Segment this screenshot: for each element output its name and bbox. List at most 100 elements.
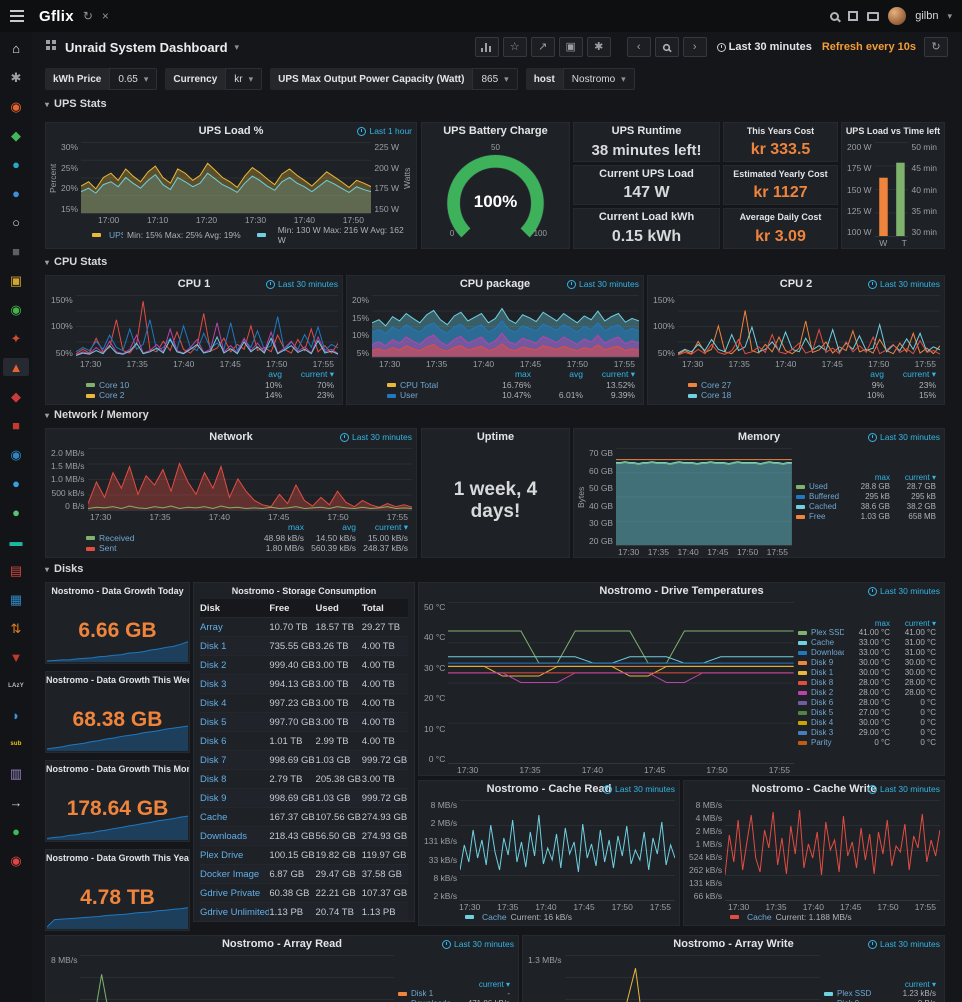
plot-area[interactable] [564, 955, 820, 1002]
disk-name[interactable]: Downloads [200, 830, 247, 842]
app-icon-red-diamond[interactable]: ◆ [3, 387, 29, 405]
plot-area[interactable] [874, 142, 909, 237]
app-icon-orange-ring[interactable]: ◉ [3, 97, 29, 115]
legend-alias[interactable]: Plex SSD [811, 627, 844, 637]
avatar[interactable] [888, 7, 907, 25]
legend-column-header[interactable]: max [874, 472, 890, 482]
disk-name[interactable]: Disk 1 [200, 640, 227, 652]
table-header[interactable]: Disk Free Used Total [200, 599, 408, 618]
legend-column-header[interactable]: max [874, 618, 890, 628]
row-network-memory[interactable]: ▾ Network / Memory [45, 409, 149, 421]
legend-column-header[interactable]: current ▾ [300, 368, 334, 379]
dashboard-title[interactable]: Unraid System Dashboard [65, 39, 228, 55]
panel-title[interactable]: Nostromo - Storage Consumption [231, 586, 377, 596]
panel-time-range[interactable]: Last 30 minutes [867, 432, 940, 442]
dashboard-settings-icon[interactable]: ✱ [586, 37, 611, 57]
legend-column-header[interactable]: avg [569, 368, 583, 379]
legend-column-header[interactable]: current ▾ [902, 368, 936, 379]
app-icon-orange-arrows[interactable]: ⇅ [3, 619, 29, 637]
zoom-out-icon[interactable] [654, 37, 679, 57]
app-icon-red-arrow[interactable]: ▼ [3, 648, 29, 666]
row-disks[interactable]: ▾ Disks [45, 563, 84, 575]
home-icon[interactable]: ⌂ [3, 39, 29, 57]
panel-title[interactable]: CPU package [459, 278, 531, 290]
app-icon-blue-drop[interactable]: ● [3, 474, 29, 492]
legend-alias[interactable]: Cache [482, 912, 507, 922]
legend-alias[interactable]: Core 10 [99, 379, 130, 390]
panel-title[interactable]: UPS Battery Charge [443, 125, 548, 137]
app-icon-green-ring[interactable]: ◉ [3, 300, 29, 318]
legend-alias[interactable]: Cache [747, 912, 772, 922]
legend-alias[interactable]: Downloads [411, 999, 454, 1002]
legend-column-header[interactable]: avg [342, 521, 356, 532]
legend-column-header[interactable]: avg [268, 368, 282, 379]
playlist-loop-icon[interactable]: ↻ [82, 9, 93, 23]
panel-title[interactable]: UPS Load vs Time left [845, 126, 941, 136]
panel-title[interactable]: CPU 1 [177, 278, 211, 290]
panel-title[interactable]: Memory [737, 431, 781, 443]
app-icon-red-ring[interactable]: ◉ [3, 851, 29, 869]
app-icon-red-star[interactable]: ✦ [3, 329, 29, 347]
share-icon[interactable]: ↗ [530, 37, 555, 57]
refresh-interval-button[interactable]: Refresh every 10s [821, 41, 916, 53]
legend-alias[interactable]: UPS Load [109, 230, 123, 240]
disk-name[interactable]: Disk 8 [200, 773, 227, 785]
panel-time-range[interactable]: Last 30 minutes [602, 784, 675, 794]
panel-time-range[interactable]: Last 1 hour [357, 126, 412, 136]
legend-column-header[interactable]: current ▾ [904, 472, 936, 482]
panel-title[interactable]: Nostromo - Data Growth This Month [46, 764, 189, 774]
panel-title[interactable]: This Years Cost [746, 126, 815, 136]
legend-alias[interactable]: Disk 2 [811, 687, 834, 697]
panel-title[interactable]: Estimated Yearly Cost [733, 169, 828, 179]
panel-title[interactable]: Current UPS Load [599, 168, 694, 180]
panel-title[interactable]: Nostromo - Cache Write [751, 783, 877, 795]
legend-alias[interactable]: Core 27 [701, 379, 732, 390]
legend-column-header[interactable]: current ▾ [478, 980, 510, 989]
panel-time-range[interactable]: Last 30 minutes [566, 279, 639, 289]
panel-time-range[interactable]: Last 30 minutes [867, 939, 940, 949]
panel-title[interactable]: Current Load kWh [598, 211, 695, 223]
panel-title[interactable]: Nostromo - Drive Temperatures [599, 585, 764, 597]
panel-time-range[interactable]: Last 30 minutes [867, 784, 940, 794]
plot-area[interactable] [372, 295, 639, 358]
legend-alias[interactable]: CPU Total [400, 379, 439, 390]
disk-name[interactable]: Disk 7 [200, 754, 227, 766]
legend-alias[interactable]: Downloads [811, 647, 844, 657]
unraid-icon[interactable]: ▲ [3, 358, 29, 376]
legend-alias[interactable]: Disk 9 [811, 657, 834, 667]
fullscreen-icon[interactable] [848, 11, 859, 21]
dashboards-grid-icon[interactable] [46, 40, 50, 44]
disk-name[interactable]: Array [200, 621, 223, 633]
legend-alias[interactable]: Disk 1 [411, 989, 434, 998]
plot-area[interactable] [448, 602, 794, 764]
tv-mode-icon[interactable] [867, 11, 880, 21]
app-icon-teal-circle[interactable]: ● [3, 155, 29, 173]
panel-time-range[interactable]: Last 30 minutes [867, 586, 940, 596]
menu-icon[interactable] [10, 10, 24, 22]
legend-column-header[interactable]: max [514, 368, 531, 379]
panel-time-range[interactable]: Last 30 minutes [441, 939, 514, 949]
panel-title[interactable]: Nostromo - Data Growth Today [51, 586, 184, 596]
legend-column-header[interactable]: avg [870, 368, 884, 379]
panel-title[interactable]: Network [209, 431, 253, 443]
variable-dropdown[interactable]: UPS Max Output Power Capacity (Watt) 865… [270, 68, 518, 90]
save-icon[interactable]: ▣ [558, 37, 583, 57]
time-back-icon[interactable]: ‹ [626, 37, 651, 57]
lazylibrarian-icon[interactable]: LAzY [3, 677, 29, 695]
panel-title[interactable]: CPU 2 [779, 278, 813, 290]
legend-alias[interactable]: Core 18 [701, 390, 732, 401]
variable-dropdown[interactable]: Currency kr ▾ [165, 68, 263, 90]
settings-icon[interactable]: ✱ [3, 68, 29, 86]
panel-title[interactable]: Uptime [476, 431, 515, 443]
legend-alias[interactable]: Cached [809, 501, 837, 511]
legend-column-header[interactable]: current ▾ [904, 618, 936, 628]
app-icon-green-circle[interactable]: ● [3, 822, 29, 840]
plot-area[interactable] [725, 800, 940, 901]
app-brand[interactable]: Gflix [39, 7, 74, 25]
row-ups-stats[interactable]: ▾ UPS Stats [45, 98, 107, 110]
app-icon-purple-grid[interactable]: ▥ [3, 764, 29, 782]
app-icon-blue-circle[interactable]: ● [3, 184, 29, 202]
plot-area[interactable] [80, 955, 394, 1002]
app-icon-red-square[interactable]: ■ [3, 416, 29, 434]
plot-area[interactable] [616, 448, 792, 546]
